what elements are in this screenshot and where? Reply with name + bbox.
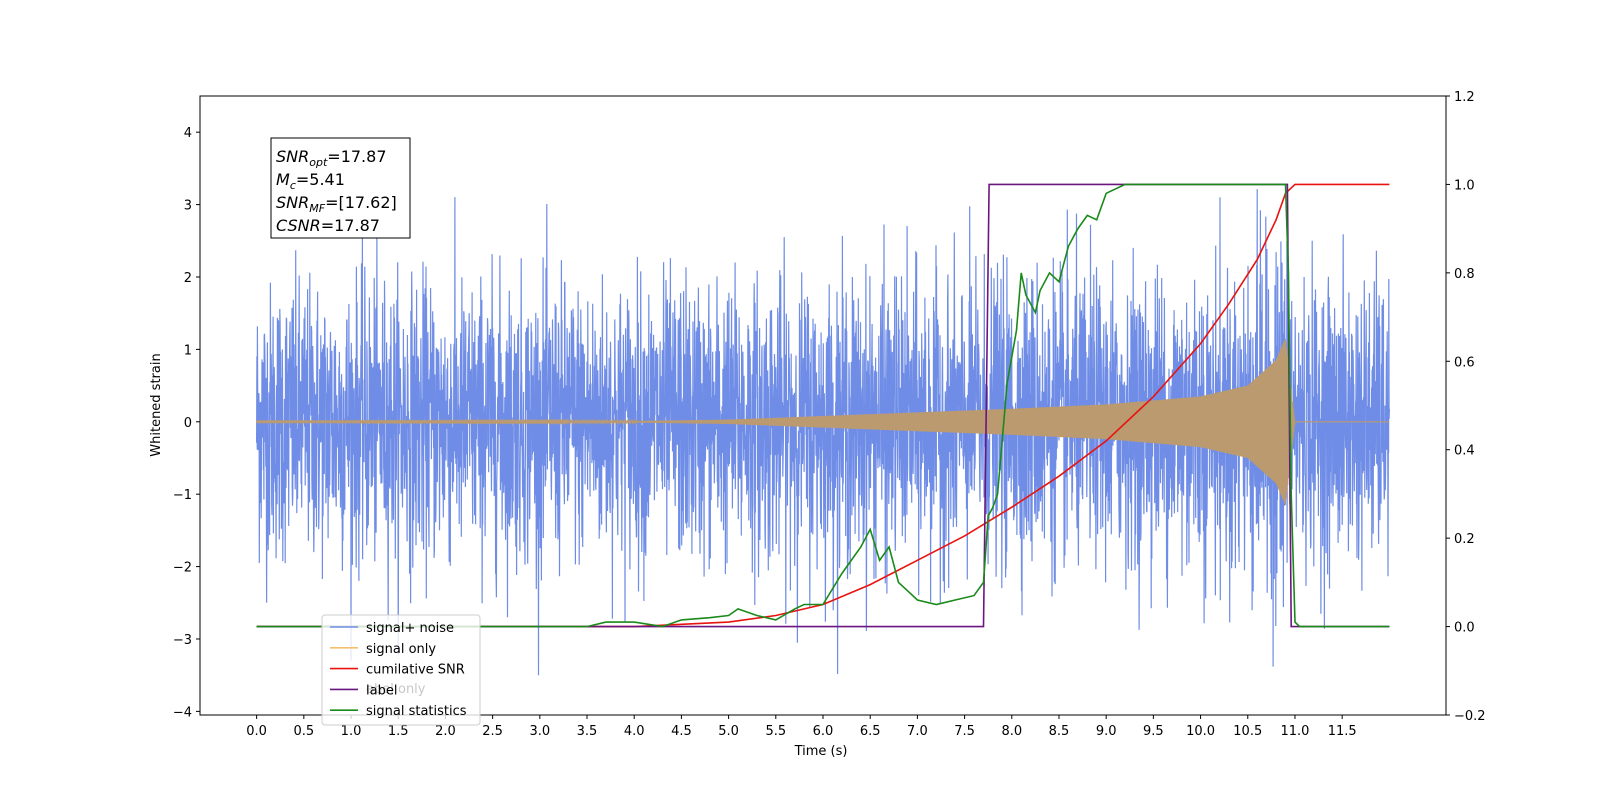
y-left-tick-label: 4 bbox=[184, 126, 192, 141]
x-tick-label: 2.0 bbox=[435, 724, 456, 739]
x-tick-label: 9.0 bbox=[1096, 724, 1117, 739]
y-right-tick-label: −0.2 bbox=[1454, 709, 1486, 724]
y-right-tick-label: 0.4 bbox=[1454, 444, 1475, 459]
legend-ghost-text: ebel only bbox=[366, 682, 426, 697]
x-tick-label: 0.5 bbox=[293, 724, 314, 739]
x-tick-label: 7.0 bbox=[907, 724, 928, 739]
y-right-tick-label: 0.6 bbox=[1454, 355, 1475, 370]
y-right-tick-label: 1.0 bbox=[1454, 178, 1475, 193]
legend-frame bbox=[321, 614, 481, 726]
y-left-tick-label: −4 bbox=[173, 705, 192, 720]
annotation-line: SNRopt=17.87 bbox=[276, 147, 387, 169]
signal-only-line bbox=[256, 339, 1390, 506]
y-left-tick-label: −3 bbox=[173, 633, 192, 648]
legend-label: signal only bbox=[366, 642, 436, 657]
signal-statistics-line bbox=[256, 183, 1390, 628]
annotation-line: Mc=5.41 bbox=[276, 170, 345, 192]
x-tick-label: 10.0 bbox=[1186, 724, 1215, 739]
x-tick-label: 11.5 bbox=[1328, 724, 1357, 739]
x-tick-label: 9.5 bbox=[1143, 724, 1164, 739]
y-left-tick-label: 3 bbox=[184, 199, 192, 214]
y-right-tick-label: 0.8 bbox=[1454, 267, 1475, 282]
x-tick-label: 11.0 bbox=[1280, 724, 1309, 739]
x-tick-label: 4.5 bbox=[671, 724, 692, 739]
x-tick-label: 3.0 bbox=[529, 724, 550, 739]
annotation-frame bbox=[270, 137, 411, 239]
x-tick-label: 6.5 bbox=[860, 724, 881, 739]
y-right-tick-label: 0.2 bbox=[1454, 532, 1475, 547]
legend-label: signal statistics bbox=[366, 704, 467, 719]
y-left-tick-label: 0 bbox=[184, 416, 192, 431]
annotation-line: CSNR=17.87 bbox=[276, 216, 380, 235]
y-left-tick-label: 1 bbox=[184, 343, 192, 358]
annotation-box: SNRopt=17.87Mc=5.41SNRMF=[17.62]CSNR=17.… bbox=[270, 137, 411, 239]
x-tick-label: 3.5 bbox=[577, 724, 598, 739]
x-axis: 0.0 0.5 1.0 1.5 2.0 2.5 3.0 3.5 4.0 4.5 5.0 5.5 6.0 6… bbox=[246, 715, 1357, 739]
legend: ebel only signal+ noise signal only cumilat… bbox=[321, 614, 481, 726]
x-tick-label: 0.0 bbox=[246, 724, 267, 739]
y-left-tick-label: 2 bbox=[184, 271, 192, 286]
annotation-line: SNRMF=[17.62] bbox=[276, 193, 397, 215]
legend-label: label bbox=[366, 683, 397, 698]
x-tick-label: 5.0 bbox=[718, 724, 739, 739]
y-axis-left: −4 −3 −2 −1 0 1 2 3 4 bbox=[173, 126, 200, 720]
x-tick-label: 1.5 bbox=[388, 724, 409, 739]
y-axis-right: −0.2 0.0 0.2 0.4 0.6 0.8 1.0 1.2 bbox=[1446, 90, 1486, 724]
x-tick-label: 10.5 bbox=[1233, 724, 1262, 739]
right-axis-series bbox=[256, 183, 1390, 628]
y-right-tick-label: 0.0 bbox=[1454, 621, 1475, 636]
x-tick-label: 6.0 bbox=[813, 724, 834, 739]
x-tick-label: 8.5 bbox=[1049, 724, 1070, 739]
x-tick-label: 4.0 bbox=[624, 724, 645, 739]
y-axis-label-left: Whitened strain bbox=[149, 353, 164, 456]
x-tick-label: 5.5 bbox=[765, 724, 786, 739]
x-tick-label: 8.0 bbox=[1001, 724, 1022, 739]
legend-label: cumilative SNR bbox=[366, 663, 465, 678]
x-tick-label: 1.0 bbox=[341, 724, 362, 739]
y-left-tick-label: −2 bbox=[173, 561, 192, 576]
x-tick-label: 7.5 bbox=[954, 724, 975, 739]
x-axis-label: Time (s) bbox=[794, 744, 848, 759]
y-right-tick-label: 1.2 bbox=[1454, 90, 1475, 105]
signal-only-series bbox=[256, 339, 1390, 506]
cumilative-snr-line bbox=[256, 183, 1390, 628]
y-left-tick-label: −1 bbox=[173, 488, 192, 503]
legend-label: signal+ noise bbox=[366, 621, 454, 636]
x-tick-label: 2.5 bbox=[482, 724, 503, 739]
